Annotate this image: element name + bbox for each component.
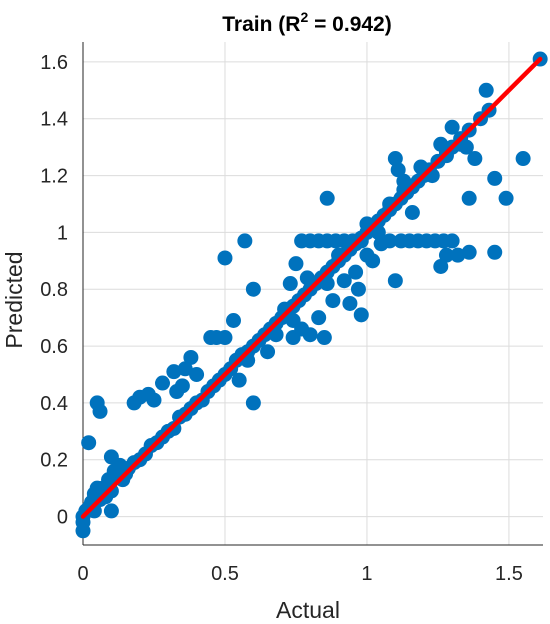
fit-line	[80, 56, 543, 519]
data-point	[461, 190, 477, 206]
data-point	[336, 273, 352, 289]
data-point	[478, 82, 494, 98]
data-point	[288, 256, 304, 272]
y-tick-label: 1.4	[40, 109, 68, 131]
y-axis-label: Predicted	[1, 251, 27, 348]
data-point	[438, 247, 454, 263]
title-suffix: = 0.942)	[308, 13, 391, 36]
y-tick-label: 0.8	[40, 279, 68, 301]
data-point	[370, 224, 386, 240]
fit-line-group	[80, 56, 543, 519]
title-superscript: 2	[300, 9, 308, 25]
data-point	[413, 159, 429, 175]
data-point	[225, 312, 241, 328]
data-point	[217, 330, 233, 346]
data-point	[282, 276, 298, 292]
data-point	[444, 119, 460, 135]
data-point	[155, 375, 171, 391]
data-point	[217, 250, 233, 266]
data-point	[231, 372, 247, 388]
data-point	[433, 259, 449, 275]
data-point	[444, 233, 460, 249]
data-point	[302, 327, 318, 343]
data-point	[166, 364, 182, 380]
data-point	[433, 136, 449, 152]
data-point	[342, 295, 358, 311]
data-point	[382, 233, 398, 249]
data-point	[81, 435, 97, 451]
data-point	[311, 310, 327, 326]
y-tick-label: 0.2	[40, 450, 68, 472]
axes	[82, 42, 543, 546]
y-tick-label: 1.2	[40, 166, 68, 188]
data-point	[404, 205, 420, 221]
data-point	[103, 503, 119, 519]
x-tick-label: 0.5	[211, 563, 239, 585]
x-axis-label: Actual	[276, 597, 340, 623]
y-tick-label: 0.4	[40, 393, 68, 415]
data-point	[396, 173, 412, 189]
data-point	[103, 449, 119, 465]
data-point	[365, 253, 381, 269]
title-prefix: Train (R	[222, 13, 300, 36]
data-point	[350, 281, 366, 297]
data-point	[189, 366, 205, 382]
data-point	[75, 523, 91, 539]
data-point	[146, 392, 162, 408]
data-point	[387, 151, 403, 167]
data-point	[245, 281, 261, 297]
data-point	[260, 344, 276, 360]
data-point	[174, 378, 190, 394]
data-point	[92, 403, 108, 419]
data-point	[461, 244, 477, 260]
data-point	[177, 361, 193, 377]
data-point	[237, 233, 253, 249]
data-point	[268, 327, 284, 343]
data-point	[487, 244, 503, 260]
data-point	[498, 190, 514, 206]
data-point	[450, 247, 466, 263]
y-tick-label: 0	[57, 507, 68, 529]
data-point	[387, 273, 403, 289]
data-point	[319, 190, 335, 206]
data-point	[390, 162, 406, 178]
data-point	[299, 270, 315, 286]
data-point	[245, 395, 261, 411]
x-tick-label: 1	[361, 563, 372, 585]
data-point	[348, 264, 364, 280]
data-point	[458, 139, 474, 155]
tick-labels: 0 0.5 1 1.5 0 0.2 0.4 0.6 0.8 1 1.2 1.4 1.6	[40, 52, 523, 585]
data-point	[487, 170, 503, 186]
y-tick-label: 1.6	[40, 52, 68, 74]
grid	[82, 42, 543, 545]
data-point	[316, 330, 332, 346]
data-point	[183, 349, 199, 365]
data-point	[467, 151, 483, 167]
y-tick-label: 0.6	[40, 336, 68, 358]
data-point	[325, 293, 341, 309]
x-tick-label: 1.5	[495, 563, 523, 585]
x-tick-label: 0	[77, 563, 88, 585]
data-point	[353, 307, 369, 323]
y-tick-label: 1	[57, 222, 68, 244]
chart-title: Train (R2 = 0.942)	[222, 9, 391, 36]
data-point	[515, 151, 531, 167]
data-point	[319, 276, 335, 292]
